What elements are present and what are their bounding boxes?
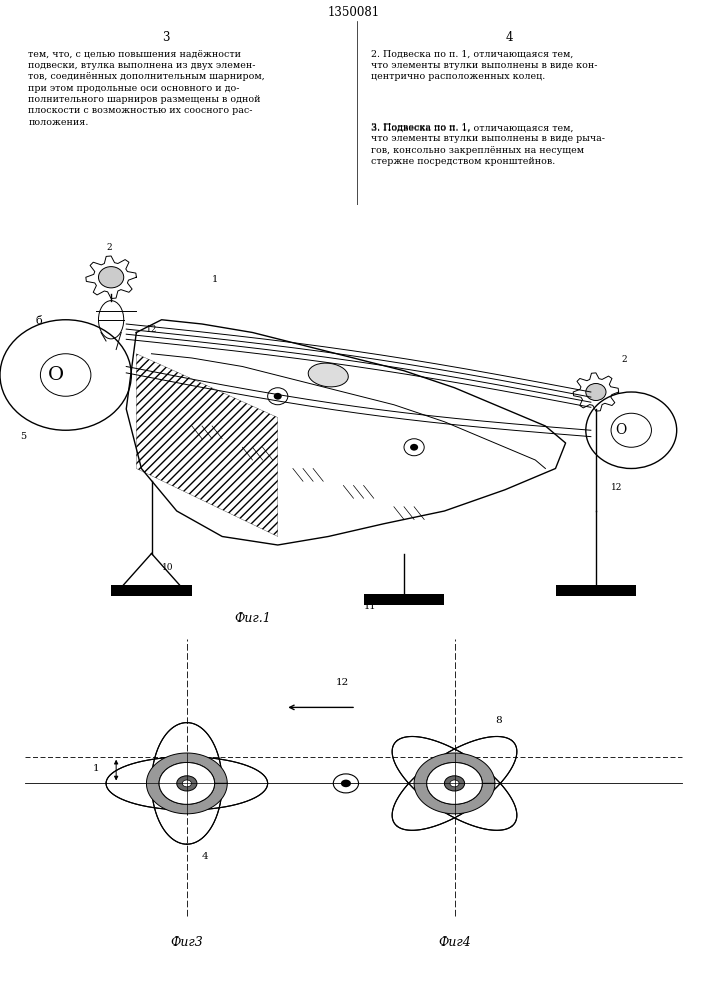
Text: Фиг3: Фиг3 — [170, 936, 203, 950]
Text: 2: 2 — [621, 355, 627, 364]
Text: 1: 1 — [93, 764, 99, 773]
Text: 12: 12 — [146, 326, 158, 334]
Circle shape — [445, 776, 464, 791]
Text: Фиг.1: Фиг.1 — [234, 611, 271, 624]
Text: Фиг4: Фиг4 — [438, 936, 471, 950]
Circle shape — [341, 780, 351, 787]
Text: 3. Подвеска по п. 1,: 3. Подвеска по п. 1, — [371, 123, 474, 132]
Text: 1: 1 — [212, 274, 218, 284]
Ellipse shape — [308, 363, 349, 387]
Text: 2: 2 — [106, 243, 112, 252]
Circle shape — [98, 267, 124, 288]
Polygon shape — [146, 753, 227, 814]
Text: 8: 8 — [495, 716, 501, 725]
FancyBboxPatch shape — [363, 594, 445, 604]
Circle shape — [410, 444, 418, 451]
Text: 9: 9 — [212, 795, 218, 804]
Circle shape — [450, 780, 459, 787]
Text: 2. Подвеска по п. 1, отличающаяся тем,
что элементы втулки выполнены в виде кон-: 2. Подвеска по п. 1, отличающаяся тем, ч… — [371, 49, 597, 81]
Text: 3. Подвеска по п. 1, отличающаяся тем,
что элементы втулки выполнены в виде рыча: 3. Подвеска по п. 1, отличающаяся тем, ч… — [371, 123, 605, 166]
Circle shape — [274, 393, 282, 400]
Circle shape — [586, 383, 606, 400]
Text: 4: 4 — [506, 31, 513, 44]
Circle shape — [182, 780, 192, 787]
Text: 4: 4 — [202, 852, 209, 861]
Text: 12: 12 — [611, 483, 622, 492]
Text: 11: 11 — [363, 602, 376, 611]
Text: 5: 5 — [21, 432, 26, 441]
FancyBboxPatch shape — [556, 585, 636, 596]
Polygon shape — [414, 753, 495, 814]
Text: O: O — [616, 423, 627, 437]
Text: 12: 12 — [336, 678, 349, 687]
Text: 3: 3 — [163, 31, 170, 44]
Text: б: б — [35, 316, 42, 326]
Circle shape — [177, 776, 197, 791]
FancyBboxPatch shape — [111, 585, 192, 596]
Text: 9: 9 — [480, 795, 486, 804]
Circle shape — [427, 762, 482, 804]
Text: 1350081: 1350081 — [327, 6, 380, 19]
Text: O: O — [47, 366, 64, 384]
Text: тем, что, с целью повышения надёжности
подвески, втулка выполнена из двух элемен: тем, что, с целью повышения надёжности п… — [28, 49, 265, 127]
Circle shape — [159, 762, 215, 804]
Text: 10: 10 — [162, 564, 173, 572]
